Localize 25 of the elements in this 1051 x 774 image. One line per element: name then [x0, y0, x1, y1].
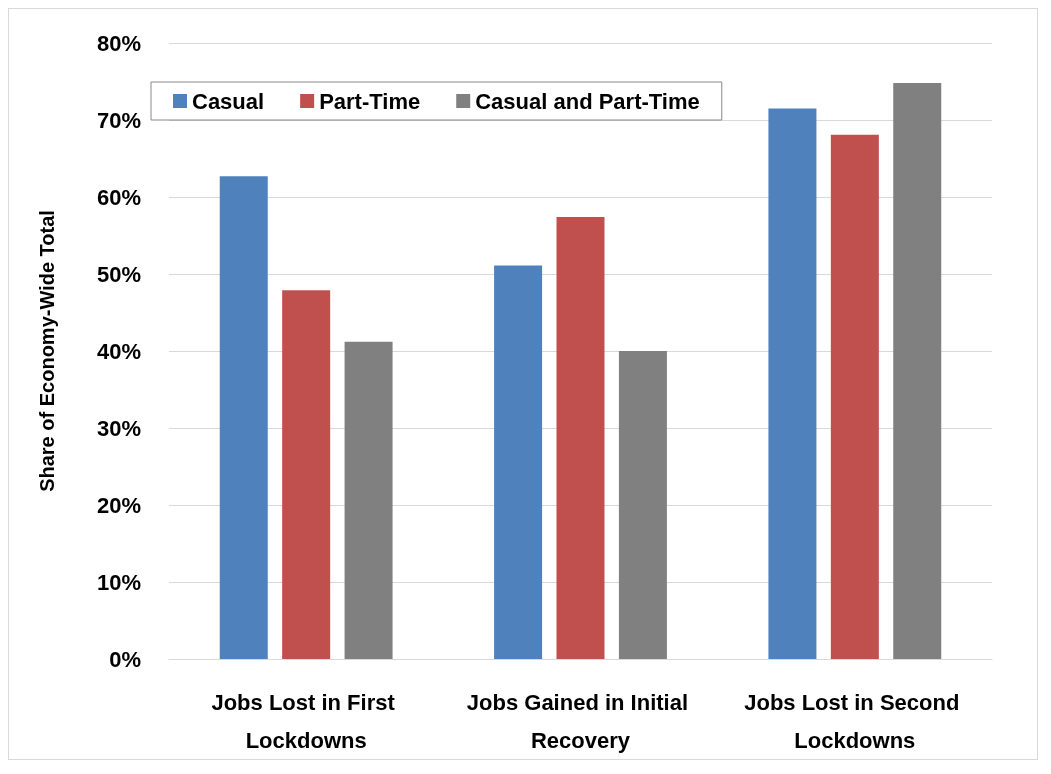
bar	[494, 265, 543, 659]
y-tick-label: 60%	[96, 184, 141, 210]
y-tick-label: 70%	[96, 107, 141, 133]
bar	[768, 108, 817, 659]
y-tick-label: 50%	[96, 261, 141, 287]
bar	[344, 341, 393, 659]
y-tick-label: 0%	[109, 646, 141, 672]
y-tick-label: 80%	[96, 30, 141, 56]
bar	[893, 83, 942, 659]
bar	[219, 176, 268, 659]
bar	[830, 134, 879, 659]
legend-label: Casual	[192, 88, 265, 114]
bar	[282, 290, 331, 659]
x-tick-label: Jobs Lost in First Lockdowns	[211, 689, 401, 753]
bar	[618, 351, 667, 659]
y-tick-label: 20%	[96, 492, 141, 518]
legend-label: Casual and Part-Time	[475, 88, 700, 114]
y-tick-label: 40%	[96, 338, 141, 364]
y-tick-label: 10%	[96, 569, 141, 595]
legend-label: Part-Time	[319, 88, 421, 114]
x-tick-label: Jobs Gained in Initial Recovery	[466, 689, 695, 753]
y-tick-label: 30%	[96, 415, 141, 441]
bar	[556, 217, 605, 659]
x-tick-label: Jobs Lost in Second Lockdowns	[744, 689, 966, 753]
y-axis-title: Share of Economy-Wide Total	[36, 210, 58, 492]
